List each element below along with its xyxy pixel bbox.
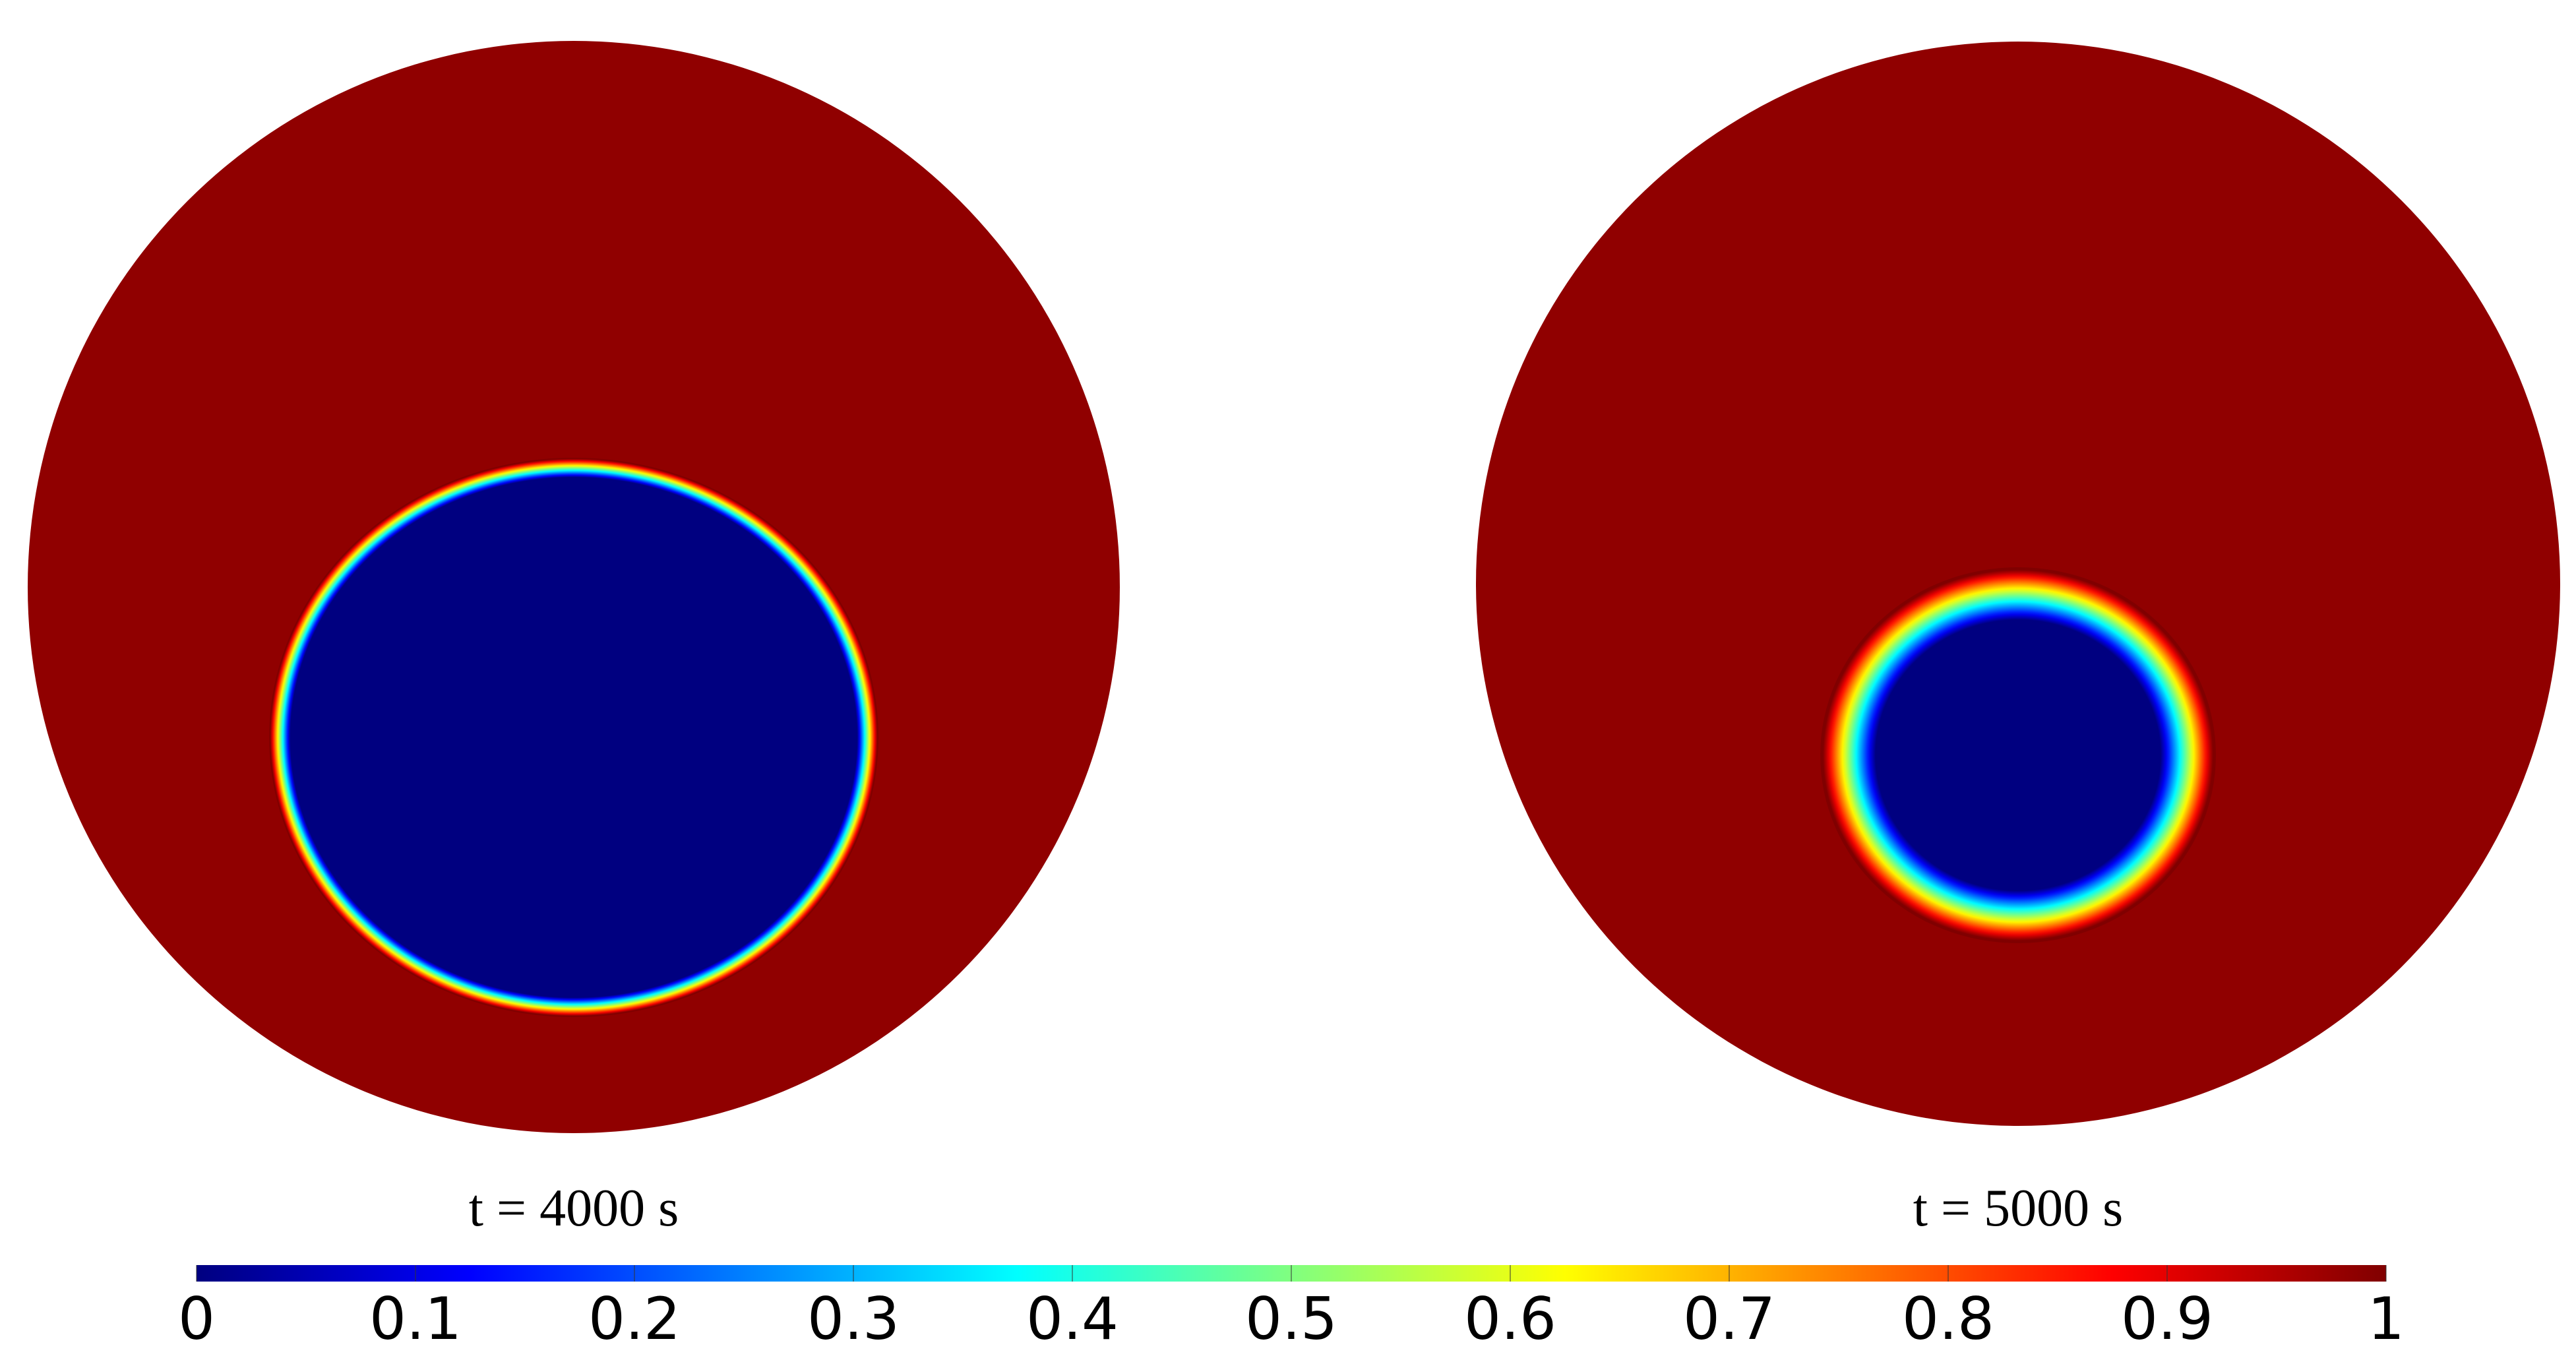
colorbar-tick-label: 0.8 bbox=[1902, 1285, 1994, 1353]
colorbar-tick-label: 0.1 bbox=[369, 1285, 462, 1353]
colorbar-tick-label: 0.9 bbox=[2121, 1285, 2213, 1353]
panel-label: t = 4000 s bbox=[469, 1179, 679, 1237]
panel-label: t = 5000 s bbox=[1913, 1179, 2123, 1237]
phase-region bbox=[1820, 567, 2216, 943]
colorbar-tick-label: 0.7 bbox=[1683, 1285, 1775, 1353]
colorbar-tick-label: 0.3 bbox=[807, 1285, 900, 1353]
colorbar-tick-label: 0 bbox=[178, 1285, 215, 1353]
colorbar-tick-label: 0.6 bbox=[1464, 1285, 1556, 1353]
colorbar-tick-label: 0.2 bbox=[588, 1285, 681, 1353]
colorbar-tick-label: 0.4 bbox=[1026, 1285, 1119, 1353]
colorbar-tick-label: 0.5 bbox=[1245, 1285, 1337, 1353]
colorbar-tick-label: 1 bbox=[2368, 1285, 2405, 1353]
phase-region bbox=[269, 458, 878, 1017]
